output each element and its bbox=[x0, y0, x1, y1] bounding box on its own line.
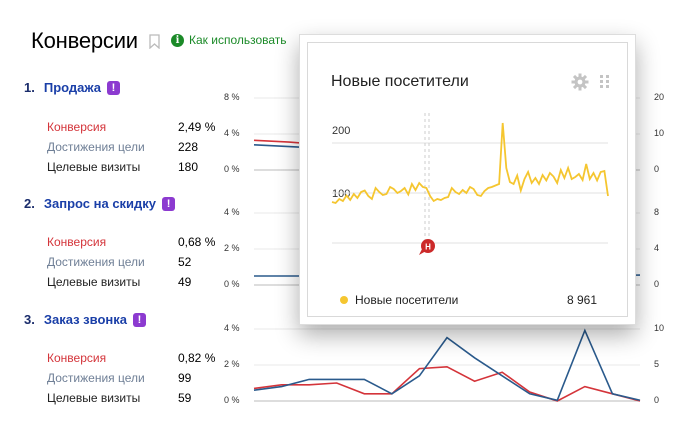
conversion-label: Конверсия bbox=[47, 235, 107, 249]
how-to-use-link[interactable]: i Как использовать bbox=[171, 33, 287, 47]
legend-dot bbox=[340, 296, 348, 304]
goal-name[interactable]: Заказ звонка bbox=[43, 312, 127, 327]
achievements-value: 99 bbox=[178, 371, 192, 385]
gear-icon[interactable] bbox=[571, 73, 589, 96]
axis-tick: 8 % bbox=[224, 92, 240, 102]
axis-tick: 0 % bbox=[224, 395, 240, 405]
warning-icon[interactable]: ! bbox=[162, 196, 176, 211]
conversion-value: 0,68 % bbox=[178, 235, 216, 249]
axis-tick: 0 bbox=[654, 395, 660, 405]
axis-tick: 8 bbox=[654, 207, 660, 217]
drag-handle-icon[interactable] bbox=[600, 75, 610, 94]
warning-icon[interactable]: ! bbox=[107, 80, 120, 95]
axis-tick: 0 bbox=[654, 279, 660, 289]
series-line bbox=[253, 328, 641, 402]
warning-icon[interactable]: ! bbox=[133, 312, 146, 327]
new-visitors-chart: Н bbox=[331, 113, 609, 255]
visits-label: Целевые визиты bbox=[47, 275, 141, 289]
achievements-label: Достижения цели bbox=[47, 255, 145, 269]
goal-name[interactable]: Запрос на скидку bbox=[43, 196, 157, 211]
axis-tick: 4 % bbox=[224, 128, 240, 138]
how-to-use-label: Как использовать bbox=[189, 33, 287, 47]
axis-tick: 2 % bbox=[224, 359, 240, 369]
conversion-label: Конверсия bbox=[47, 351, 107, 365]
visits-label: Целевые визиты bbox=[47, 391, 141, 405]
axis-tick: 0 % bbox=[224, 164, 240, 174]
visits-value: 59 bbox=[178, 391, 192, 405]
axis-tick: 0 bbox=[654, 164, 660, 174]
axis-tick: 4 % bbox=[224, 207, 240, 217]
conversion-label: Конверсия bbox=[47, 120, 107, 134]
new-visitors-popup[interactable]: Новые посетители bbox=[299, 34, 636, 325]
goal-title-discount-request[interactable]: 2. Запрос на скидку ! bbox=[24, 196, 176, 211]
popup-title: Новые посетители bbox=[331, 73, 469, 90]
goal-number: 2. bbox=[24, 196, 35, 211]
event-marker-label: Н bbox=[425, 243, 431, 252]
page-title: Конверсии bbox=[31, 28, 138, 53]
axis-tick: 4 bbox=[654, 243, 660, 253]
bookmark-icon[interactable] bbox=[149, 34, 160, 54]
series-line bbox=[331, 122, 609, 205]
visits-label: Целевые визиты bbox=[47, 160, 141, 174]
axis-tick: 5 bbox=[654, 359, 660, 369]
legend: Новые посетители bbox=[340, 293, 458, 307]
goal-title-sale[interactable]: 1. Продажа ! bbox=[24, 80, 120, 95]
achievements-label: Достижения цели bbox=[47, 140, 145, 154]
achievements-value: 52 bbox=[178, 255, 192, 269]
axis-tick: 0 % bbox=[224, 279, 240, 289]
y-tick-label: 200 bbox=[332, 125, 351, 137]
axis-tick: 2 % bbox=[224, 243, 240, 253]
goal-title-call-order[interactable]: 3. Заказ звонка ! bbox=[24, 312, 146, 327]
conversion-value: 2,49 % bbox=[178, 120, 216, 134]
axis-tick: 4 % bbox=[224, 323, 240, 333]
legend-label: Новые посетители bbox=[355, 293, 459, 307]
visits-value: 180 bbox=[178, 160, 199, 174]
axis-tick: 20 bbox=[654, 92, 665, 102]
achievements-value: 228 bbox=[178, 140, 199, 154]
info-icon: i bbox=[171, 33, 184, 47]
visits-value: 49 bbox=[178, 275, 192, 289]
total-value: 8 961 bbox=[566, 293, 597, 307]
series-line bbox=[253, 365, 641, 402]
achievements-label: Достижения цели bbox=[47, 371, 145, 385]
goal-name[interactable]: Продажа bbox=[43, 80, 101, 95]
event-marker[interactable]: Н bbox=[419, 239, 435, 255]
goal-number: 1. bbox=[24, 80, 35, 95]
axis-tick: 10 bbox=[654, 323, 665, 333]
popup-frame: Новые посетители bbox=[307, 42, 628, 317]
axis-tick: 10 bbox=[654, 128, 665, 138]
conversion-value: 0,82 % bbox=[178, 351, 216, 365]
goal-number: 3. bbox=[24, 312, 35, 327]
